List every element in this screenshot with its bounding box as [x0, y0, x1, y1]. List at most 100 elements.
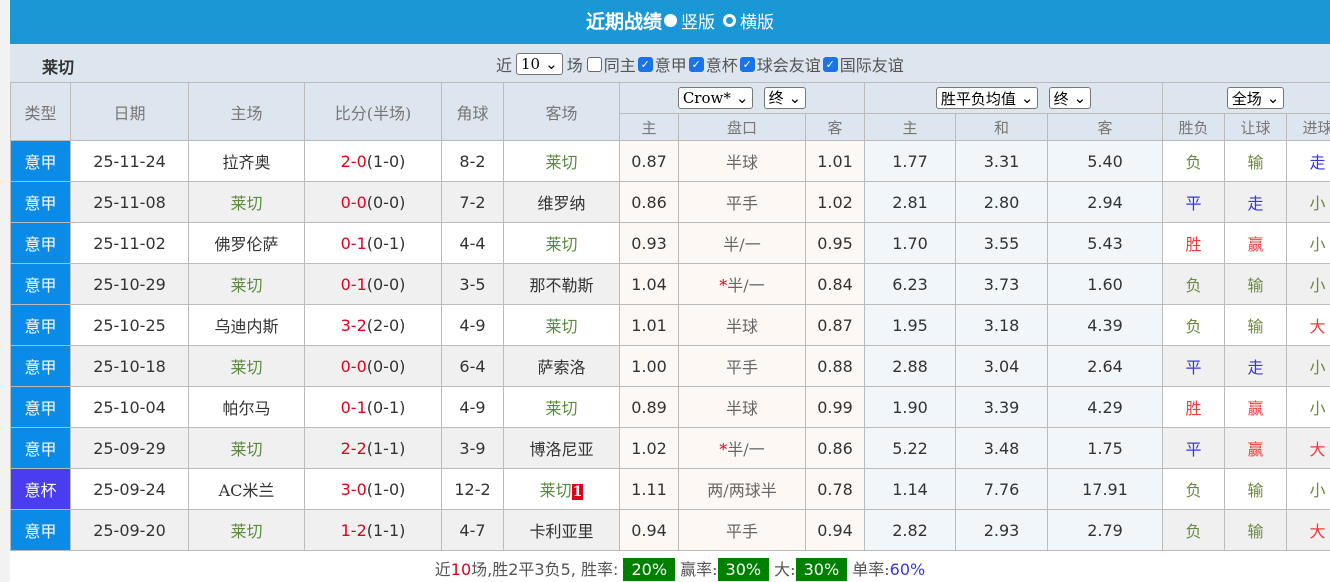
- away-team[interactable]: 博洛尼亚: [529, 440, 594, 459]
- home-team[interactable]: 拉齐奥: [188, 140, 305, 182]
- header-goals: 进球: [1286, 113, 1330, 141]
- league-type[interactable]: 意甲: [10, 263, 71, 305]
- home-team[interactable]: 乌迪内斯: [188, 304, 305, 346]
- home-team[interactable]: 莱切: [188, 181, 305, 223]
- home-team[interactable]: 帕尔马: [188, 386, 305, 428]
- full-score[interactable]: 0-1: [340, 274, 367, 294]
- away-team[interactable]: 维罗纳: [537, 194, 586, 213]
- odds-type-select[interactable]: 胜平负均值 ⌄: [935, 87, 1039, 109]
- full-score[interactable]: 2-0: [340, 151, 367, 171]
- match-count-select[interactable]: 10 ⌄: [516, 53, 563, 75]
- corner-score: 4-4: [441, 222, 504, 264]
- goals-result: 小: [1286, 468, 1330, 510]
- away-team[interactable]: 萨索洛: [537, 358, 586, 377]
- filter-label[interactable]: 国际友谊: [839, 56, 904, 75]
- away-cell: 萨索洛: [503, 345, 620, 387]
- full-score[interactable]: 2-2: [340, 438, 367, 458]
- radio-horizontal[interactable]: [723, 14, 737, 27]
- full-score[interactable]: 3-2: [340, 315, 367, 335]
- score-cell: 0-1(0-1): [304, 222, 442, 264]
- filter-label[interactable]: 意杯: [705, 56, 738, 75]
- ah-away-odds: 0.88: [805, 345, 865, 387]
- summary-near: 近: [434, 560, 451, 579]
- score-cell: 0-1(0-0): [304, 263, 442, 305]
- radio-vertical[interactable]: [663, 14, 677, 27]
- table-row[interactable]: 意甲 25-10-25 乌迪内斯 3-2(2-0) 4-9 莱切 1.01 半球…: [10, 304, 1330, 346]
- match-date: 25-11-08: [70, 181, 189, 223]
- full-score[interactable]: 0-1: [340, 233, 367, 253]
- corner-score: 6-4: [441, 345, 504, 387]
- period-select[interactable]: 全场 ⌄: [1226, 87, 1285, 109]
- away-team[interactable]: 莱切: [539, 481, 572, 500]
- full-score[interactable]: 1-2: [340, 520, 367, 540]
- goals-result: 小: [1286, 386, 1330, 428]
- league-type[interactable]: 意杯: [10, 468, 71, 510]
- league-type[interactable]: 意甲: [10, 140, 71, 182]
- home-team[interactable]: AC米兰: [188, 468, 305, 510]
- ah-line-cell: *半/一: [678, 263, 806, 305]
- table-row[interactable]: 意杯 25-09-24 AC米兰 3-0(1-0) 12-2 莱切1 1.11 …: [10, 468, 1330, 510]
- ah-home-odds: 0.94: [619, 509, 679, 551]
- home-team[interactable]: 佛罗伦萨: [188, 222, 305, 264]
- full-score[interactable]: 0-1: [340, 397, 367, 417]
- eu-home-odds: 1.70: [864, 222, 956, 264]
- table-row[interactable]: 意甲 25-09-20 莱切 1-2(1-1) 4-7 卡利亚里 0.94 平手…: [10, 509, 1330, 551]
- league-type[interactable]: 意甲: [10, 345, 71, 387]
- away-team[interactable]: 莱切: [545, 317, 578, 336]
- table-row[interactable]: 意甲 25-09-29 莱切 2-2(1-1) 3-9 博洛尼亚 1.02 *半…: [10, 427, 1330, 469]
- league-type[interactable]: 意甲: [10, 304, 71, 346]
- view-vertical-label[interactable]: 竖版: [680, 13, 715, 33]
- ah-away-odds: 0.94: [805, 509, 865, 551]
- period-value: 全场: [1231, 89, 1262, 108]
- away-cell: 卡利亚里: [503, 509, 620, 551]
- filter-checkbox[interactable]: ✓: [637, 56, 653, 72]
- full-score[interactable]: 3-0: [340, 479, 367, 499]
- header-corner: 角球: [441, 82, 504, 141]
- company-select[interactable]: Crow* ⌄: [677, 87, 754, 110]
- home-team[interactable]: 莱切: [188, 427, 305, 469]
- ah-away-odds: 0.86: [805, 427, 865, 469]
- filter-checkbox[interactable]: [586, 56, 602, 72]
- asian-final-select[interactable]: 终 ⌄: [763, 86, 807, 109]
- league-type[interactable]: 意甲: [10, 386, 71, 428]
- full-score[interactable]: 0-0: [340, 192, 367, 212]
- corner-score: 4-9: [441, 304, 504, 346]
- home-team[interactable]: 莱切: [188, 509, 305, 551]
- filter-label[interactable]: 意甲: [654, 56, 687, 75]
- score-cell: 0-0(0-0): [304, 181, 442, 223]
- league-type[interactable]: 意甲: [10, 427, 71, 469]
- home-team[interactable]: 莱切: [188, 345, 305, 387]
- filter-checkbox[interactable]: ✓: [739, 56, 755, 72]
- away-team[interactable]: 那不勒斯: [529, 276, 594, 295]
- league-type[interactable]: 意甲: [10, 509, 71, 551]
- ah-line: 半/一: [723, 235, 761, 254]
- table-row[interactable]: 意甲 25-11-08 莱切 0-0(0-0) 7-2 维罗纳 0.86 平手 …: [10, 181, 1330, 223]
- filter-checkbox[interactable]: ✓: [822, 56, 838, 72]
- home-team[interactable]: 莱切: [188, 263, 305, 305]
- league-type[interactable]: 意甲: [10, 222, 71, 264]
- away-team[interactable]: 卡利亚里: [529, 522, 594, 541]
- filter-checkbox[interactable]: ✓: [688, 56, 704, 72]
- handicap-result: 赢: [1224, 427, 1287, 469]
- euro-final-select[interactable]: 终 ⌄: [1048, 87, 1092, 109]
- table-row[interactable]: 意甲 25-10-29 莱切 0-1(0-0) 3-5 那不勒斯 1.04 *半…: [10, 263, 1330, 305]
- header-type: 类型: [10, 82, 71, 141]
- view-horizontal-label[interactable]: 横版: [740, 13, 775, 33]
- ah-line: 平手: [725, 522, 758, 541]
- handicap-result: 输: [1224, 468, 1287, 510]
- summary-record: 场,胜2平3负5, 胜率:: [471, 560, 619, 579]
- away-team[interactable]: 莱切: [545, 399, 578, 418]
- filter-label[interactable]: 球会友谊: [756, 56, 821, 75]
- chevron-down-icon: ⌄: [788, 88, 802, 107]
- away-team[interactable]: 莱切: [545, 153, 578, 172]
- table-row[interactable]: 意甲 25-11-24 拉齐奥 2-0(1-0) 8-2 莱切 0.87 半球 …: [10, 140, 1330, 182]
- table-row[interactable]: 意甲 25-10-18 莱切 0-0(0-0) 6-4 萨索洛 1.00 平手 …: [10, 345, 1330, 387]
- league-type[interactable]: 意甲: [10, 181, 71, 223]
- away-team[interactable]: 莱切: [545, 235, 578, 254]
- eu-home-odds: 2.82: [864, 509, 956, 551]
- table-row[interactable]: 意甲 25-11-02 佛罗伦萨 0-1(0-1) 4-4 莱切 0.93 半/…: [10, 222, 1330, 264]
- table-row[interactable]: 意甲 25-10-04 帕尔马 0-1(0-1) 4-9 莱切 0.89 半球 …: [10, 386, 1330, 428]
- full-score[interactable]: 0-0: [340, 356, 367, 376]
- win-rate-badge: 20%: [623, 558, 676, 581]
- filter-label[interactable]: 同主: [603, 56, 636, 75]
